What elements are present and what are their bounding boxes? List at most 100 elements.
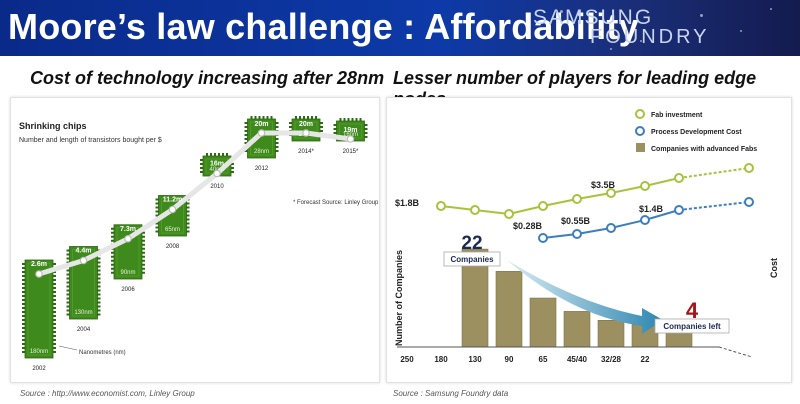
- brand-line-2: FOUNDRY: [590, 26, 710, 48]
- value-label: 2.6m: [31, 261, 47, 268]
- legend-item: Fab investment: [635, 109, 703, 119]
- chip-2008: 65nm 2008: [155, 195, 190, 250]
- year-label: 2015*: [343, 149, 359, 155]
- x-tick-label: 90: [505, 355, 514, 364]
- process-forecast-point: [744, 197, 754, 207]
- x-tick-label: 180: [434, 355, 448, 364]
- process-cost-line-point: [606, 223, 616, 233]
- chart-title: Shrinking chips: [19, 121, 87, 131]
- value-label: 7.3m: [120, 226, 136, 233]
- x-tick-label: 130: [468, 355, 482, 364]
- bar-32/28: [597, 320, 625, 348]
- year-label: 2008: [166, 244, 180, 250]
- fab-investment-line-point: [538, 201, 548, 211]
- x-axis-trend-dashed: [718, 346, 753, 358]
- value-label: 20m: [299, 121, 313, 128]
- y-axis-label: Number of Companies: [394, 250, 404, 346]
- node-label: 65nm: [165, 227, 180, 233]
- year-label: 2002: [32, 366, 46, 372]
- x-tick-label: 32/28: [601, 355, 622, 364]
- nanometres-legend: Nanometres (nm): [79, 350, 126, 356]
- node-label: 180nm: [30, 349, 48, 355]
- node-label: 130nm: [74, 310, 92, 316]
- process-cost-line-point: [572, 229, 582, 239]
- callout-end-number: 4: [686, 298, 699, 323]
- left-source: Source : http://www.economist.com, Linle…: [20, 389, 195, 398]
- node-label: 90nm: [120, 270, 135, 276]
- left-heading: Cost of technology increasing after 28nm: [30, 68, 385, 88]
- callout-start-box: [443, 251, 501, 267]
- data-point: [213, 169, 221, 178]
- fab-value-label: $3.5B: [591, 180, 616, 190]
- fab-investment-line-point: [640, 181, 650, 191]
- callout-end-box: [654, 318, 730, 334]
- data-point: [346, 135, 355, 143]
- chip-2006: 90nm 2006: [111, 224, 145, 293]
- chip-2012: 28nm 2012: [244, 116, 279, 172]
- right-source: Source : Samsung Foundry data: [393, 389, 509, 398]
- legend-label: Process Development Cost: [651, 129, 742, 136]
- x-tick-label: 250: [400, 355, 414, 364]
- fab-investment-line-point: [436, 201, 446, 211]
- year-label: 2004: [77, 327, 91, 333]
- players-chart: Fab investment Process Development Cost Co…: [394, 109, 779, 364]
- process-cost-line-point: [674, 205, 684, 215]
- value-label: 16m: [210, 161, 224, 168]
- data-point: [302, 129, 310, 137]
- process-cost-line-point: [640, 215, 650, 225]
- legend-label: Companies with advanced Fabs: [651, 146, 757, 153]
- shrinking-chips-chart: 180nm2002130nm200490nm200665nm200840nm20…: [19, 116, 379, 372]
- bar-65: [529, 297, 557, 348]
- fab-investment-line-point: [606, 188, 616, 198]
- chart-subtitle: Number and length of transistors bought …: [19, 137, 162, 144]
- data-point: [257, 129, 266, 137]
- legend-item: Process Development Cost: [635, 126, 742, 136]
- value-label: 19m: [343, 127, 357, 134]
- node-label: 16nm: [343, 132, 358, 138]
- data-point: [124, 234, 132, 243]
- legend-label: Fab investment: [651, 112, 703, 119]
- title-banner: Moore’s law challenge : Affordability SA…: [0, 0, 800, 56]
- process-value-label: $1.4B: [639, 204, 664, 214]
- legend-item: Companies with advanced Fabs: [636, 143, 757, 153]
- players-panel: Fab investment Process Development Cost Co…: [386, 97, 792, 383]
- legend-pointer: [58, 345, 78, 351]
- year-label: 2012: [255, 166, 269, 172]
- x-tick-label: 65: [539, 355, 548, 364]
- fab-investment-line-point: [504, 209, 514, 219]
- year-label: 2010: [210, 184, 224, 190]
- chip-2004: 130nm 2004: [66, 246, 101, 333]
- y2-axis-label: Cost: [769, 258, 779, 278]
- x-tick-label: 45/40: [567, 355, 588, 364]
- bar-90: [495, 271, 523, 348]
- x-tick-label: 22: [641, 355, 650, 364]
- data-point: [168, 205, 177, 214]
- bar-45/40: [563, 311, 591, 348]
- fab-investment-line: [440, 177, 680, 216]
- year-label: 2006: [121, 287, 135, 293]
- fab-value-label: $1.8B: [395, 198, 420, 208]
- process-forecast-dashed: [678, 201, 750, 211]
- year-label: 2014*: [298, 149, 314, 155]
- process-cost-line-point: [538, 233, 548, 243]
- value-label: 4.4m: [76, 248, 92, 255]
- process-value-label: $0.28B: [513, 221, 543, 231]
- callout-start-number: 22: [461, 233, 482, 254]
- forecast-note: * Forecast Source: Linley Group: [293, 200, 379, 206]
- decline-arrow: [507, 260, 663, 334]
- trend-line: [38, 130, 351, 277]
- fab-investment-line-point: [572, 194, 582, 204]
- slide-title: Moore’s law challenge : Affordability: [8, 6, 639, 47]
- fab-forecast-point: [744, 163, 754, 173]
- fab-investment-line-point: [470, 205, 480, 215]
- value-label: 20m: [254, 121, 268, 128]
- shrinking-chips-panel: 180nm2002130nm200490nm200665nm200840nm20…: [10, 97, 380, 383]
- data-point: [35, 270, 43, 278]
- value-label: 11.2m: [163, 197, 182, 204]
- node-label: 28nm: [254, 149, 269, 155]
- callout-start-text: Companies: [450, 255, 494, 264]
- fab-investment-line-point: [674, 173, 684, 183]
- process-value-label: $0.55B: [561, 216, 591, 226]
- callout-end-text: Companies left: [663, 322, 721, 331]
- data-point: [79, 256, 88, 265]
